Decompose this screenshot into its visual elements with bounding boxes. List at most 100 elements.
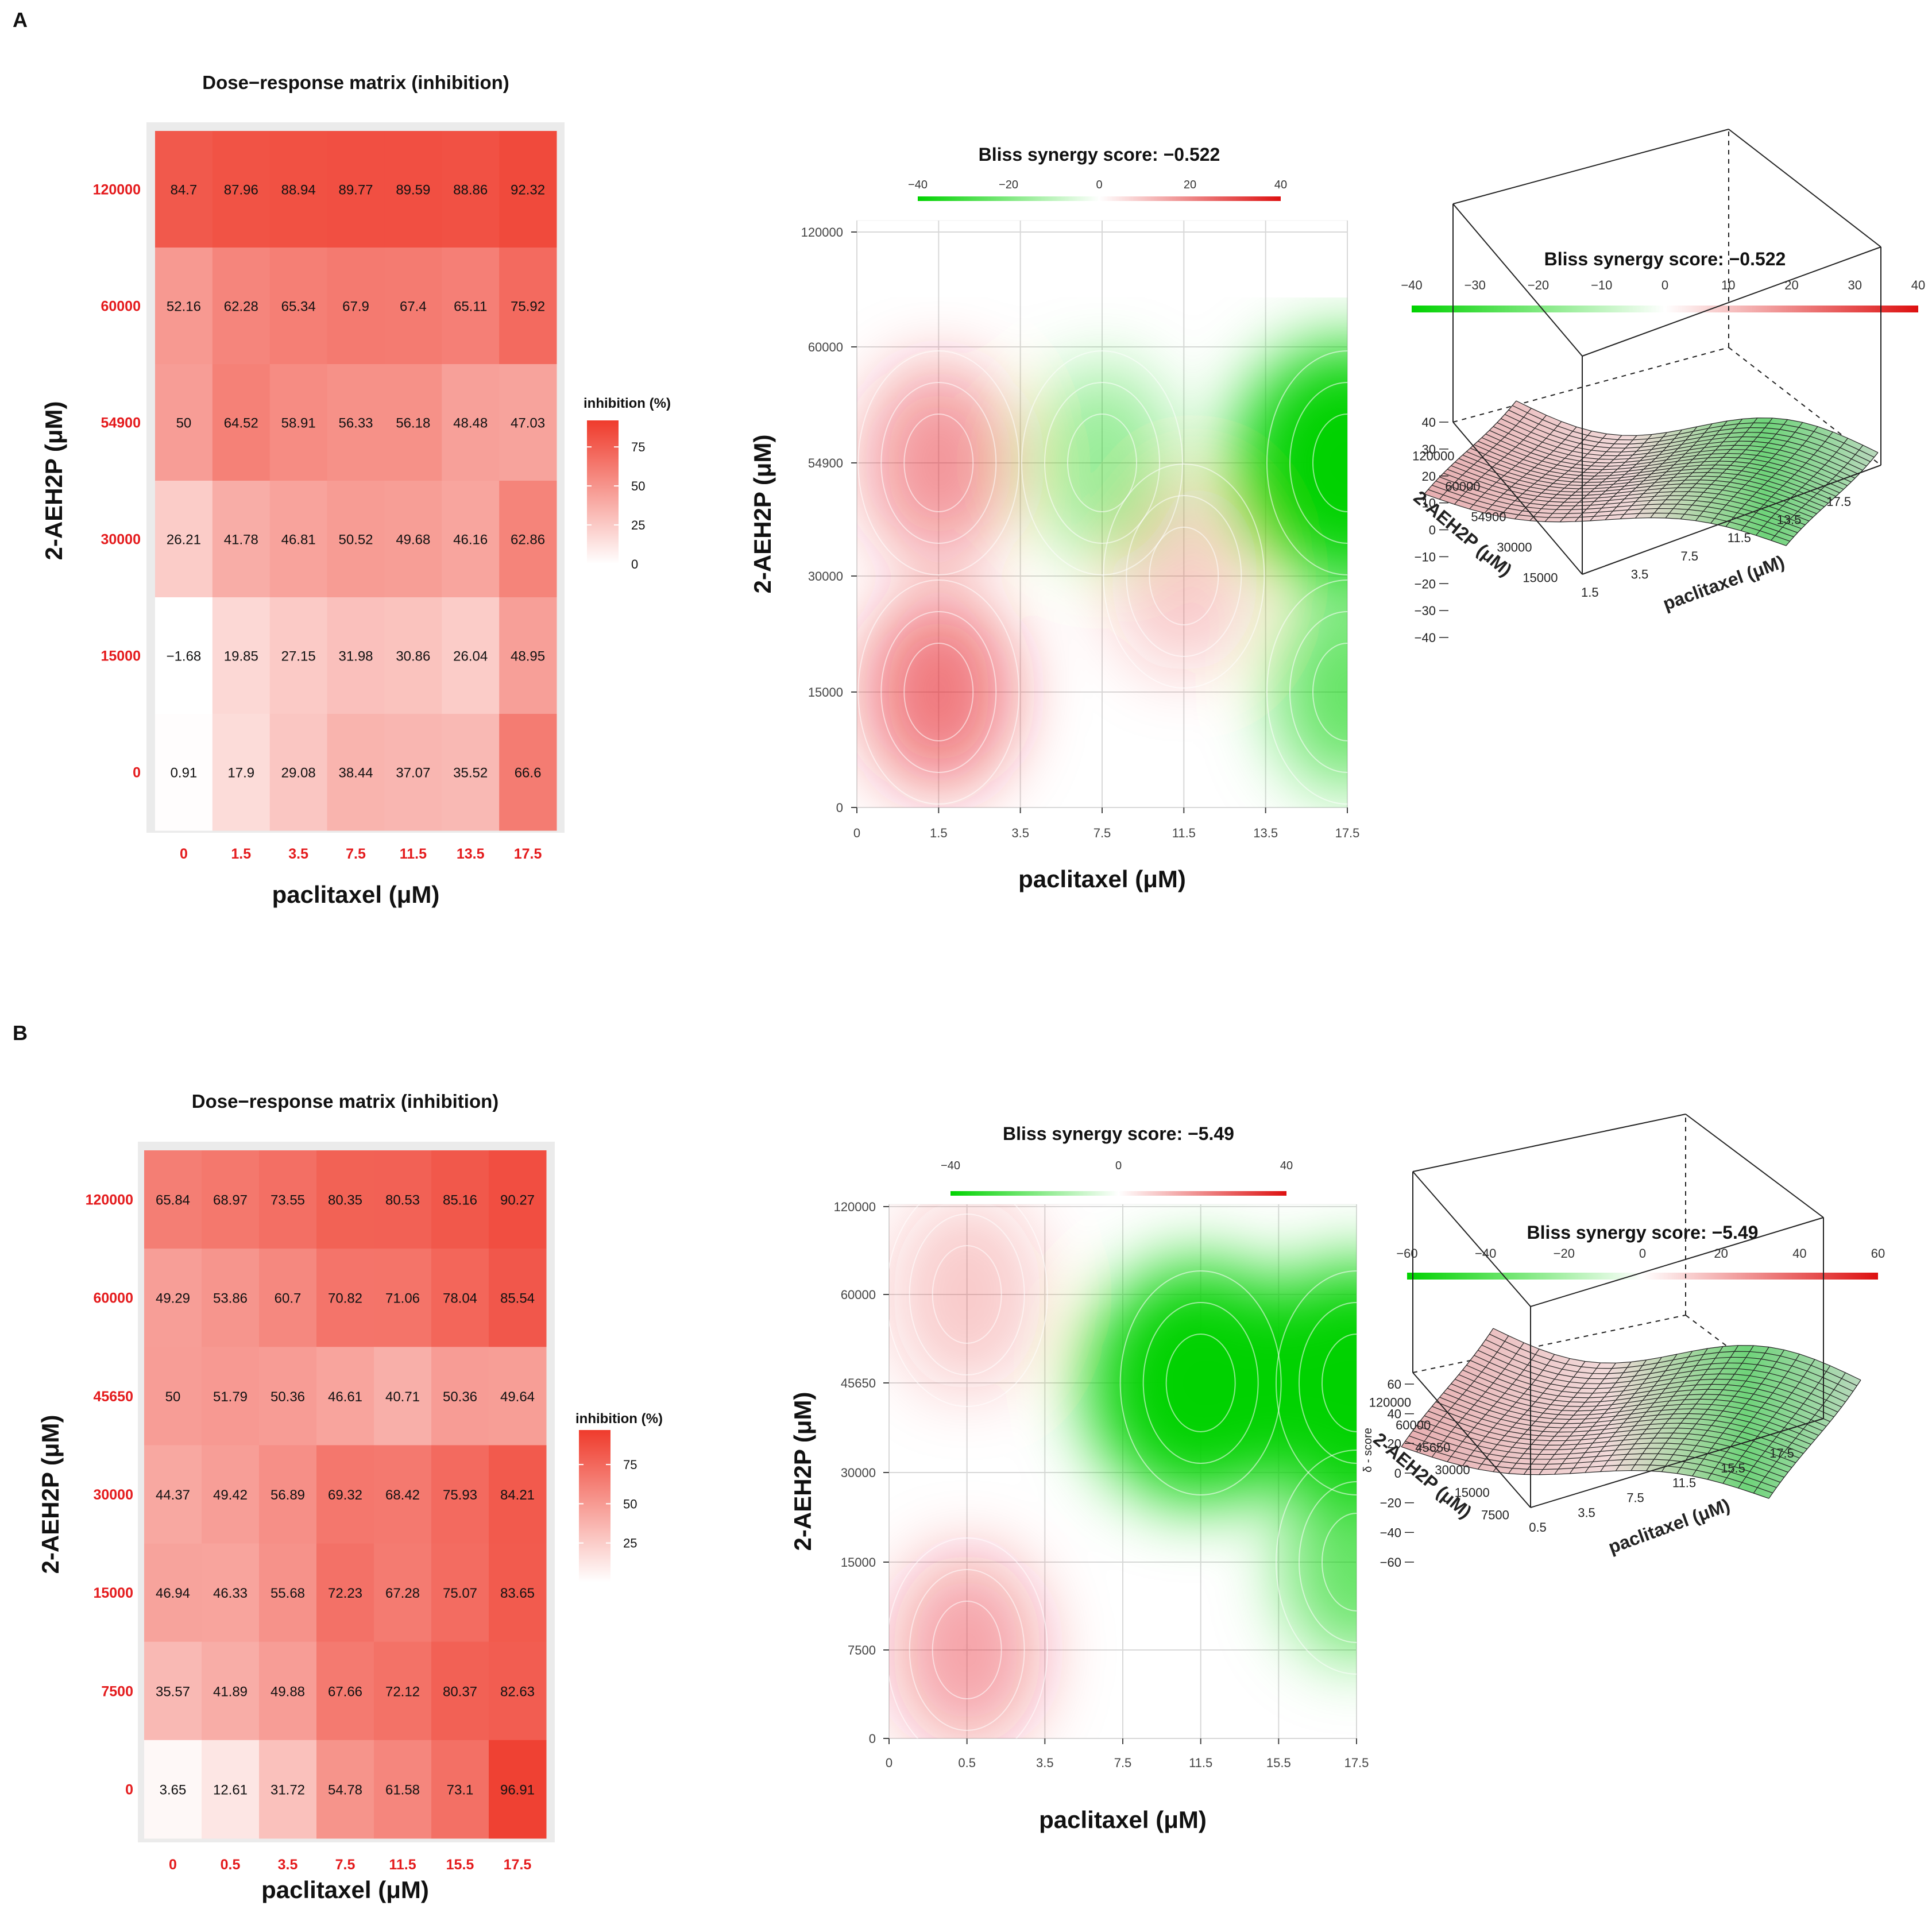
cell-value-label: 72.12 xyxy=(385,1684,420,1699)
surface-gridline xyxy=(1650,419,1743,518)
surface-mesh xyxy=(1424,400,1879,546)
contour-line xyxy=(1322,1513,1357,1611)
surface-box-edge xyxy=(1452,129,1729,204)
surface-mesh xyxy=(1401,1328,1861,1499)
synergy-surface-layer xyxy=(889,1204,1357,1738)
panel-label-a: A xyxy=(13,8,28,32)
heatmap-cell xyxy=(316,1641,374,1741)
contour-x-axis-title: paclitaxel (μM) xyxy=(1018,865,1186,892)
surface-fill xyxy=(1424,401,1878,546)
cell-value-label: 83.65 xyxy=(500,1586,535,1601)
y-tick-label: 60000 xyxy=(93,1290,133,1307)
surface-gridline xyxy=(1477,1358,1570,1470)
x-tick-label: 13.5 xyxy=(1253,826,1278,840)
cell-value-label: 41.78 xyxy=(224,532,258,548)
synergy-blob xyxy=(1273,594,1347,790)
contour-line xyxy=(909,1214,1025,1375)
x-tick-label-3d: 7.5 xyxy=(1626,1490,1644,1505)
contour-line xyxy=(932,1245,1002,1344)
y-tick-label: 60000 xyxy=(808,340,843,354)
contour-line xyxy=(857,350,1020,575)
heatmap-cell xyxy=(316,1740,374,1839)
cell-value-label: 65.84 xyxy=(156,1193,190,1208)
cell-value-label: 85.54 xyxy=(500,1291,535,1307)
y-tick-label: 60000 xyxy=(841,1288,876,1302)
cell-value-label: 80.37 xyxy=(443,1684,477,1699)
contour-line xyxy=(909,1569,1025,1731)
cell-value-label: 68.42 xyxy=(385,1487,420,1503)
z-tick-label: 30 xyxy=(1422,442,1436,457)
cell-value-label: 80.53 xyxy=(385,1193,420,1208)
x-tick-label-3d: 11.5 xyxy=(1728,531,1751,545)
x-tick-label: 7.5 xyxy=(335,1857,356,1873)
cell-value-label: 40.71 xyxy=(385,1389,420,1405)
z-tick-label: −40 xyxy=(1380,1525,1401,1540)
heatmap-cell xyxy=(374,1740,432,1839)
z-tick-label: −20 xyxy=(1380,1496,1401,1510)
heatmap-cell xyxy=(431,1347,489,1446)
heatmap-cell xyxy=(499,131,557,248)
y-tick-label-3d: 120000 xyxy=(1369,1396,1411,1410)
surface-gridline xyxy=(1756,438,1848,536)
x-tick-label: 17.5 xyxy=(504,1857,532,1873)
heatmap-cell xyxy=(155,248,213,365)
contour-line xyxy=(857,579,1020,805)
cell-value-label: 50 xyxy=(176,416,192,431)
contour-title: Bliss synergy score: −0.522 xyxy=(979,144,1220,165)
surface-box-edge xyxy=(1530,1217,1824,1307)
contour-y-axis-title: 2-AEH2P (μM) xyxy=(749,435,776,594)
surface-gridline xyxy=(1738,1365,1831,1489)
heatmap-cell xyxy=(327,714,385,831)
heatmap-cell xyxy=(316,1445,374,1544)
x-tick-label-3d: 11.5 xyxy=(1672,1476,1696,1490)
y-tick-label-3d: 45650 xyxy=(1415,1440,1450,1455)
heatmap-cell xyxy=(155,481,213,598)
cell-value-label: 46.61 xyxy=(328,1389,362,1405)
matrix-x-axis-title: paclitaxel (μM) xyxy=(272,881,440,908)
cell-value-label: 70.82 xyxy=(328,1291,362,1307)
colorbar-tick-label: −40 xyxy=(1475,1246,1496,1261)
colorbar-tick-label: 0 xyxy=(1639,1246,1646,1261)
surface-gridline xyxy=(1424,400,1517,494)
surface-gridline xyxy=(1514,434,1607,520)
x-tick-label: 11.5 xyxy=(400,846,427,862)
cell-value-label: 26.21 xyxy=(167,532,201,548)
cell-value-label: 65.11 xyxy=(454,299,487,315)
surface-gridline xyxy=(1431,1342,1524,1458)
cell-value-label: 19.85 xyxy=(224,649,258,664)
z-axis-title: δ - score xyxy=(1362,1428,1374,1473)
cell-value-label: 27.15 xyxy=(281,649,316,664)
heatmap-cell xyxy=(202,1347,260,1446)
surface-gridline xyxy=(1620,423,1713,519)
x-tick-label-3d: 17.5 xyxy=(1769,1446,1794,1460)
x-tick-label: 1.5 xyxy=(930,826,948,840)
heatmap-cell xyxy=(144,1249,202,1347)
x-tick-label: 0 xyxy=(169,1857,177,1873)
cell-value-label: 75.93 xyxy=(443,1487,477,1503)
cell-value-label: 55.68 xyxy=(271,1586,305,1601)
cell-value-label: 50 xyxy=(165,1389,181,1405)
cell-value-label: 78.04 xyxy=(443,1291,477,1307)
cell-value-label: 49.42 xyxy=(213,1487,248,1503)
y-tick-label: 54900 xyxy=(101,415,141,431)
colorbar-tick-label: 0 xyxy=(1115,1160,1122,1172)
heatmap-cell xyxy=(374,1641,432,1741)
cell-value-label: 56.18 xyxy=(396,416,430,431)
cell-value-label: 75.92 xyxy=(511,299,545,315)
heatmap-cell xyxy=(155,597,213,714)
cell-value-label: 92.32 xyxy=(511,183,545,198)
x-tick-label: 7.5 xyxy=(1093,826,1111,840)
contour-line xyxy=(1299,1481,1357,1643)
y-tick-label: 0 xyxy=(869,1732,876,1746)
surface-box-edge xyxy=(1530,1418,1824,1508)
heatmap-cell xyxy=(144,1740,202,1839)
y-tick-label-3d: 30000 xyxy=(1497,540,1532,555)
heatmap-cell xyxy=(202,1543,260,1643)
heatmap-cell xyxy=(442,248,500,365)
contour-line xyxy=(903,413,974,512)
legend-colorbar xyxy=(587,420,619,564)
heatmap-cell xyxy=(144,1641,202,1741)
synergy-colorbar xyxy=(950,1191,1286,1196)
y-tick-label-3d: 30000 xyxy=(1435,1463,1470,1477)
heatmap-cell xyxy=(144,1543,202,1643)
